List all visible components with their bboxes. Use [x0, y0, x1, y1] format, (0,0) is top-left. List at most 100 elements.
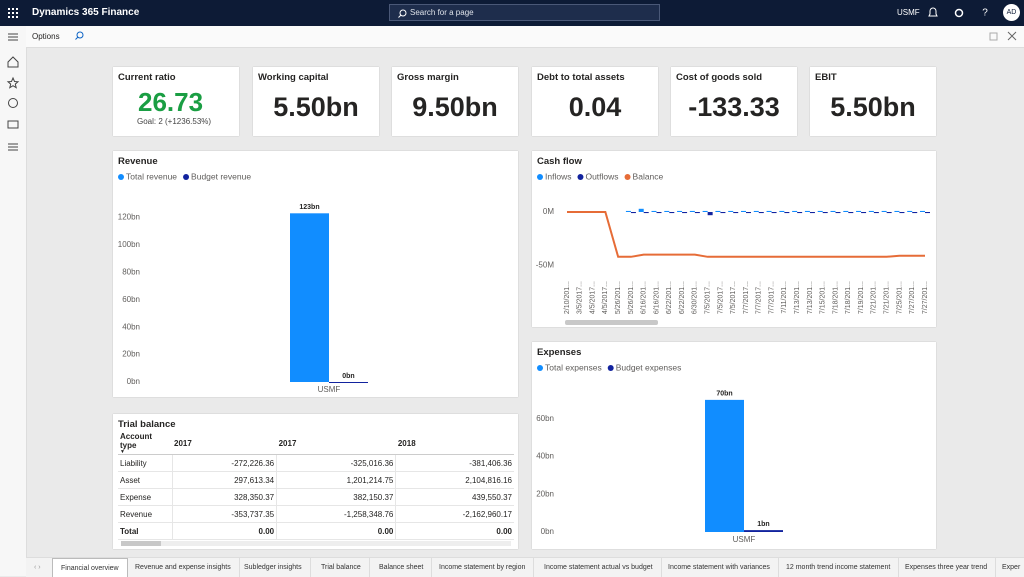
bar[interactable]	[707, 212, 713, 216]
bar[interactable]	[664, 210, 670, 212]
bar[interactable]	[861, 212, 867, 214]
bell-icon[interactable]	[928, 7, 938, 17]
bar[interactable]	[741, 210, 746, 212]
column-header[interactable]: Account type ▼	[118, 432, 172, 455]
bar[interactable]	[894, 210, 900, 212]
help-icon[interactable]: ?	[982, 8, 988, 19]
bar[interactable]	[656, 212, 662, 214]
find-icon[interactable]	[75, 31, 84, 40]
tab-nav[interactable]: ‹ ›	[34, 564, 41, 571]
bar[interactable]	[651, 210, 657, 212]
favorites-icon[interactable]	[6, 76, 20, 89]
legend-label[interactable]: Inflows	[545, 171, 571, 181]
report-tab[interactable]: Revenue and expense insights	[127, 558, 240, 577]
legend-label[interactable]: Outflows	[585, 171, 618, 181]
bar[interactable]	[804, 210, 810, 212]
report-tab[interactable]: Trial balance	[313, 558, 370, 577]
report-tab[interactable]: Exper	[994, 558, 1024, 577]
menu-icon[interactable]	[8, 33, 18, 41]
bar[interactable]	[638, 208, 644, 212]
legend-label[interactable]: Total revenue	[126, 171, 177, 181]
bar[interactable]	[702, 210, 708, 212]
open-new-window[interactable]	[989, 32, 998, 41]
bar[interactable]	[925, 212, 930, 214]
bar[interactable]	[669, 212, 675, 214]
bar[interactable]	[886, 212, 892, 214]
column-header[interactable]: 2017	[276, 432, 396, 455]
y-tick-label: 0bn	[541, 527, 554, 536]
close-icon[interactable]	[1007, 31, 1017, 41]
report-tab[interactable]: Income statement by region	[431, 558, 535, 577]
app-launcher[interactable]	[8, 8, 18, 18]
bar[interactable]	[625, 210, 631, 212]
bar[interactable]	[817, 210, 823, 212]
report-tab[interactable]: Income statement with variances	[660, 558, 779, 577]
company-picker[interactable]: USMF	[897, 8, 920, 17]
line[interactable]	[567, 211, 925, 258]
report-tab[interactable]: Financial overview	[52, 558, 128, 577]
column-header[interactable]: 2018	[395, 432, 514, 455]
bar[interactable]	[766, 210, 772, 212]
bar[interactable]	[835, 212, 841, 214]
bar[interactable]	[920, 210, 925, 212]
bar[interactable]	[728, 210, 734, 212]
column-header[interactable]: 2017	[172, 432, 277, 455]
bar[interactable]	[809, 212, 815, 214]
bar[interactable]	[856, 210, 862, 212]
x-tick-label: USMF	[733, 535, 756, 544]
bar[interactable]	[758, 212, 764, 214]
report-tab[interactable]: Expenses three year trend	[897, 558, 997, 577]
bar[interactable]	[694, 212, 700, 214]
legend-label[interactable]: Total expenses	[545, 362, 602, 372]
bar[interactable]	[843, 210, 849, 212]
user-avatar[interactable]: AD	[1003, 4, 1020, 21]
x-scrollbar[interactable]	[565, 320, 658, 325]
bar[interactable]	[643, 212, 649, 214]
bar[interactable]	[771, 212, 777, 214]
bar[interactable]	[873, 212, 879, 214]
bar[interactable]	[881, 210, 887, 212]
bar[interactable]	[907, 210, 913, 212]
bar[interactable]	[290, 213, 329, 382]
bar[interactable]	[792, 210, 798, 212]
legend-label[interactable]: Budget expenses	[616, 362, 682, 372]
bar[interactable]	[329, 382, 368, 383]
options-button[interactable]: Options	[32, 32, 60, 41]
bar[interactable]	[746, 212, 751, 214]
bar[interactable]	[720, 212, 726, 214]
report-tab[interactable]: Income statement actual vs budget	[536, 558, 662, 577]
legend-label[interactable]: Balance	[633, 171, 664, 181]
legend-label[interactable]: Budget revenue	[191, 171, 251, 181]
h-scrollbar[interactable]	[121, 541, 511, 546]
bar[interactable]	[784, 212, 790, 214]
home-icon[interactable]	[7, 56, 19, 68]
bar[interactable]	[797, 212, 803, 214]
bar[interactable]	[733, 212, 739, 214]
report-tab[interactable]: Subledger insights	[236, 558, 311, 577]
bar[interactable]	[779, 210, 785, 212]
table-cell: Asset	[120, 475, 141, 485]
bar[interactable]	[753, 210, 759, 212]
bar[interactable]	[677, 210, 683, 212]
modules-icon[interactable]	[8, 143, 18, 151]
bar[interactable]	[630, 212, 636, 214]
report-tab[interactable]: 12 month trend income statement	[778, 558, 900, 577]
bar[interactable]	[848, 212, 854, 214]
bar[interactable]	[715, 210, 721, 212]
bar[interactable]	[689, 210, 695, 212]
report-tabs: ‹ › Financial overview Revenue and expense…	[26, 557, 1024, 577]
bar[interactable]	[822, 212, 828, 214]
search-box[interactable]: Search for a page	[389, 4, 660, 21]
bar[interactable]	[705, 399, 744, 532]
bar[interactable]	[899, 212, 905, 214]
app-name[interactable]: Dynamics 365 Finance	[32, 7, 140, 18]
bar[interactable]	[830, 210, 836, 212]
recent-icon[interactable]	[8, 98, 18, 108]
workspaces-icon[interactable]	[7, 120, 19, 129]
settings-icon[interactable]	[954, 8, 964, 18]
bar[interactable]	[912, 212, 918, 214]
bar[interactable]	[682, 212, 688, 214]
bar[interactable]	[744, 530, 783, 532]
report-tab[interactable]: Balance sheet	[371, 558, 433, 577]
bar[interactable]	[868, 210, 874, 212]
